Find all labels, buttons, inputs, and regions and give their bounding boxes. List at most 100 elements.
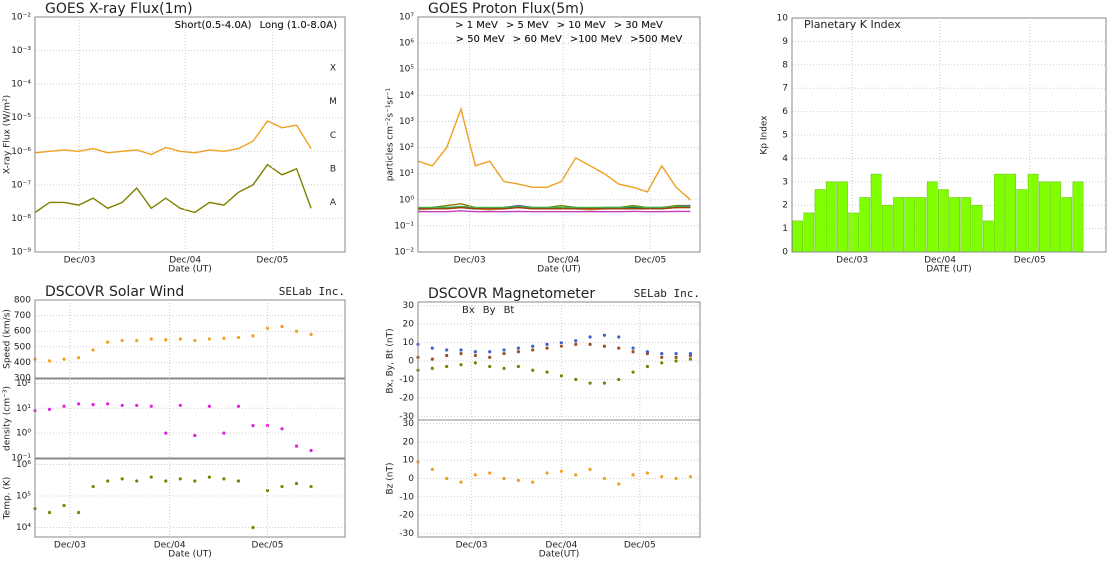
data-point: [309, 484, 313, 489]
bar: [1038, 181, 1050, 253]
y-tick-label: 10⁵: [399, 65, 414, 75]
data-point: [559, 374, 563, 378]
y-axis-label: particles cm⁻²s⁻¹sr⁻¹: [386, 87, 396, 181]
y-tick-label: 10⁻³: [11, 46, 31, 56]
data-point: [106, 340, 110, 344]
data-point: [120, 338, 124, 343]
data-point: [516, 364, 520, 369]
plot-frame: [34, 378, 346, 459]
legend-entry: > 60 MeV: [513, 34, 562, 45]
x-tick-label: Dec/05: [252, 541, 284, 551]
data-point: [660, 355, 664, 359]
data-point: [193, 338, 197, 343]
series-line: [34, 163, 312, 214]
data-point: [660, 361, 664, 365]
series-line: [34, 120, 312, 156]
y-tick-label: 10⁻¹: [11, 454, 31, 464]
y-tick-label: -30: [399, 529, 414, 539]
data-point: [688, 475, 693, 479]
y-tick-label: 10¹: [399, 169, 414, 179]
data-point: [674, 352, 678, 356]
flare-class: B: [330, 164, 336, 174]
data-point: [106, 402, 110, 406]
data-point: [459, 352, 463, 356]
y-tick-label: 10⁻⁵: [11, 113, 31, 123]
bar: [825, 181, 837, 253]
chart-title: GOES X-ray Flux(1m): [45, 1, 193, 17]
data-point: [545, 370, 549, 374]
legend-entry: > 10 MeV: [557, 20, 606, 31]
y-axis-label: density (cm⁻³): [3, 386, 13, 451]
data-point: [631, 346, 635, 350]
data-point: [674, 476, 678, 481]
flare-class: A: [330, 198, 337, 208]
data-point: [62, 357, 66, 361]
data-point: [559, 340, 563, 345]
y-tick-label: 300: [14, 374, 31, 384]
x-tick-label: Dec/03: [454, 256, 486, 266]
legend-entry: >500 MeV: [630, 34, 682, 45]
x-axis-label: Date (UT): [168, 550, 211, 560]
data-point: [76, 402, 81, 406]
y-tick-label: 8: [782, 60, 788, 70]
data-point: [149, 475, 153, 479]
y-tick-label: 10⁴: [16, 523, 31, 533]
data-point: [574, 473, 578, 477]
data-point: [294, 329, 299, 333]
y-tick-label: 2: [782, 201, 788, 211]
data-point: [178, 403, 182, 408]
y-axis-label: Kp Index: [760, 115, 770, 155]
data-point: [445, 353, 449, 358]
data-point: [62, 503, 66, 508]
x-tick-label: Dec/04: [154, 541, 186, 551]
y-tick-label: 10⁷: [399, 13, 414, 23]
data-point: [445, 364, 449, 369]
y-tick-label: 9: [782, 37, 788, 47]
bar: [960, 197, 972, 253]
y-tick-label: -20: [399, 511, 414, 521]
data-point: [516, 350, 520, 354]
chart-title: DSCOVR Solar Wind: [45, 284, 184, 300]
data-point: [265, 424, 270, 428]
plot-frame: [791, 17, 1107, 253]
flare-class: X: [330, 64, 336, 74]
data-point: [430, 357, 434, 361]
y-tick-label: 10²: [399, 143, 414, 153]
data-point: [149, 404, 153, 408]
data-point: [178, 477, 182, 481]
data-point: [459, 348, 463, 352]
legend-entry: > 30 MeV: [614, 20, 663, 31]
y-axis-label: Speed (km/s): [3, 309, 13, 369]
chart-title: DSCOVR Magnetometer: [428, 286, 595, 302]
y-tick-label: 10⁶: [399, 39, 414, 49]
data-point: [120, 477, 124, 481]
bar: [1050, 181, 1061, 253]
series-line: [417, 106, 691, 201]
data-point: [91, 348, 95, 352]
data-point: [488, 350, 492, 354]
data-point: [236, 479, 241, 483]
y-axis-label: Bx, By, Bt (nT): [386, 328, 396, 393]
data-point: [531, 348, 535, 352]
y-tick-label: 10⁴: [399, 91, 414, 101]
data-point: [588, 335, 592, 339]
legend-entry: > 5 MeV: [506, 20, 549, 31]
data-point: [193, 433, 197, 438]
bar: [814, 189, 826, 253]
legend-entry: > 50 MeV: [456, 34, 505, 45]
x-axis-label: Date (UT): [537, 265, 580, 275]
y-tick-label: 20: [403, 320, 415, 330]
data-point: [631, 350, 635, 354]
y-axis-label: Bz (nT): [386, 463, 396, 495]
y-axis-label: Temp. (K): [3, 477, 13, 521]
data-point: [309, 332, 313, 336]
y-tick-label: 5: [782, 131, 788, 141]
x-tick-label: Dec/03: [64, 256, 96, 266]
bar: [971, 204, 983, 253]
data-point: [473, 353, 477, 358]
y-tick-label: 10³: [399, 117, 414, 127]
y-tick-label: 10⁵: [16, 492, 31, 502]
data-point: [309, 448, 313, 453]
credit: SELab Inc.: [634, 287, 700, 300]
data-point: [265, 488, 270, 493]
